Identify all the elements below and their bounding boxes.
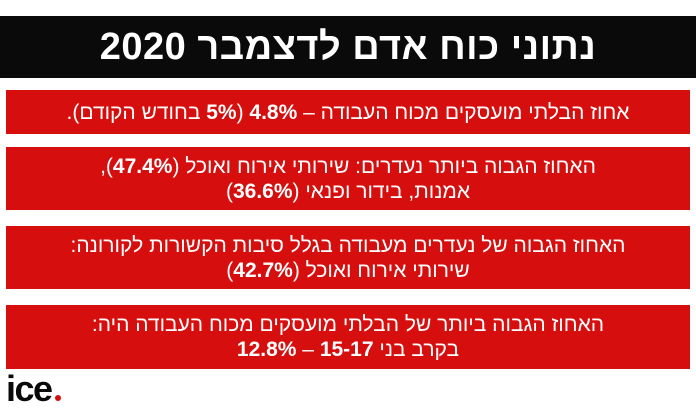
stat-text: האחוז הגבוה של נעדרים מעבודה בגלל סיבות … <box>70 233 626 257</box>
title-bar: נתוני כוח אדם לדצמבר 2020 <box>0 16 696 78</box>
stat-value: 47.4% <box>112 154 173 178</box>
stat-text: – <box>296 338 320 361</box>
page-title: נתוני כוח אדם לדצמבר 2020 <box>99 25 597 68</box>
stat-text: אמנות, בידור ופנאי ( <box>292 179 471 203</box>
stat-line: אחוז הבלתי מועסקים מכוח העבודה – 4.8% (5… <box>67 100 630 125</box>
ice-logo: ice <box>6 371 61 407</box>
stat-card-highest-absent: האחוז הגבוה ביותר נעדרים: שירותי אירוח ו… <box>6 147 690 210</box>
stat-card-text: האחוז הגבוה ביותר של הבלתי מועסקים מכוח … <box>92 312 604 362</box>
stat-value: 42.7% <box>233 258 293 282</box>
stat-line: בקרב בני 15-17 – 12.8% <box>92 337 604 362</box>
stat-text: שירותי אירוח ואוכל ( <box>292 258 470 282</box>
stat-text: בחודש הקודם). <box>66 100 207 124</box>
stat-text: אחוז הבלתי מועסקים מכוח העבודה – <box>297 100 630 124</box>
stat-text: ), <box>100 154 113 178</box>
stat-value: 12.8% <box>236 338 297 361</box>
stat-line: האחוז הגבוה ביותר נעדרים: שירותי אירוח ו… <box>100 154 596 179</box>
stat-text: האחוז הגבוה ביותר של הבלתי מועסקים מכוח … <box>91 313 605 336</box>
stat-value: 5% <box>206 100 237 124</box>
stat-text: ( <box>236 100 250 124</box>
stat-value: 4.8% <box>249 100 298 124</box>
stat-line: האחוז הגבוה של נעדרים מעבודה בגלל סיבות … <box>71 233 626 258</box>
logo-dot-icon <box>54 395 61 401</box>
stat-text: ) <box>225 179 233 203</box>
stat-value: 36.6% <box>232 179 293 203</box>
stat-text: בקרב בני <box>373 338 460 361</box>
stat-line: אמנות, בידור ופנאי (36.6%) <box>100 179 596 204</box>
stat-card-unemployment-rate: אחוז הבלתי מועסקים מכוח העבודה – 4.8% (5… <box>6 90 690 134</box>
stat-card-text: האחוז הגבוה של נעדרים מעבודה בגלל סיבות … <box>71 233 626 283</box>
stat-card-corona-absent: האחוז הגבוה של נעדרים מעבודה בגלל סיבות … <box>6 226 690 289</box>
stat-line: שירותי אירוח ואוכל (42.7%) <box>71 258 626 283</box>
stat-card-highest-unemployed-age: האחוז הגבוה ביותר של הבלתי מועסקים מכוח … <box>6 305 690 369</box>
stat-text: ) <box>226 258 234 282</box>
stat-card-text: אחוז הבלתי מועסקים מכוח העבודה – 4.8% (5… <box>67 100 630 125</box>
stat-text: האחוז הגבוה ביותר נעדרים: שירותי אירוח ו… <box>172 154 596 178</box>
stat-value: 15-17 <box>319 338 374 361</box>
logo-text: ice <box>6 368 53 409</box>
stat-card-text: האחוז הגבוה ביותר נעדרים: שירותי אירוח ו… <box>100 154 596 204</box>
stat-line: האחוז הגבוה ביותר של הבלתי מועסקים מכוח … <box>92 312 604 337</box>
